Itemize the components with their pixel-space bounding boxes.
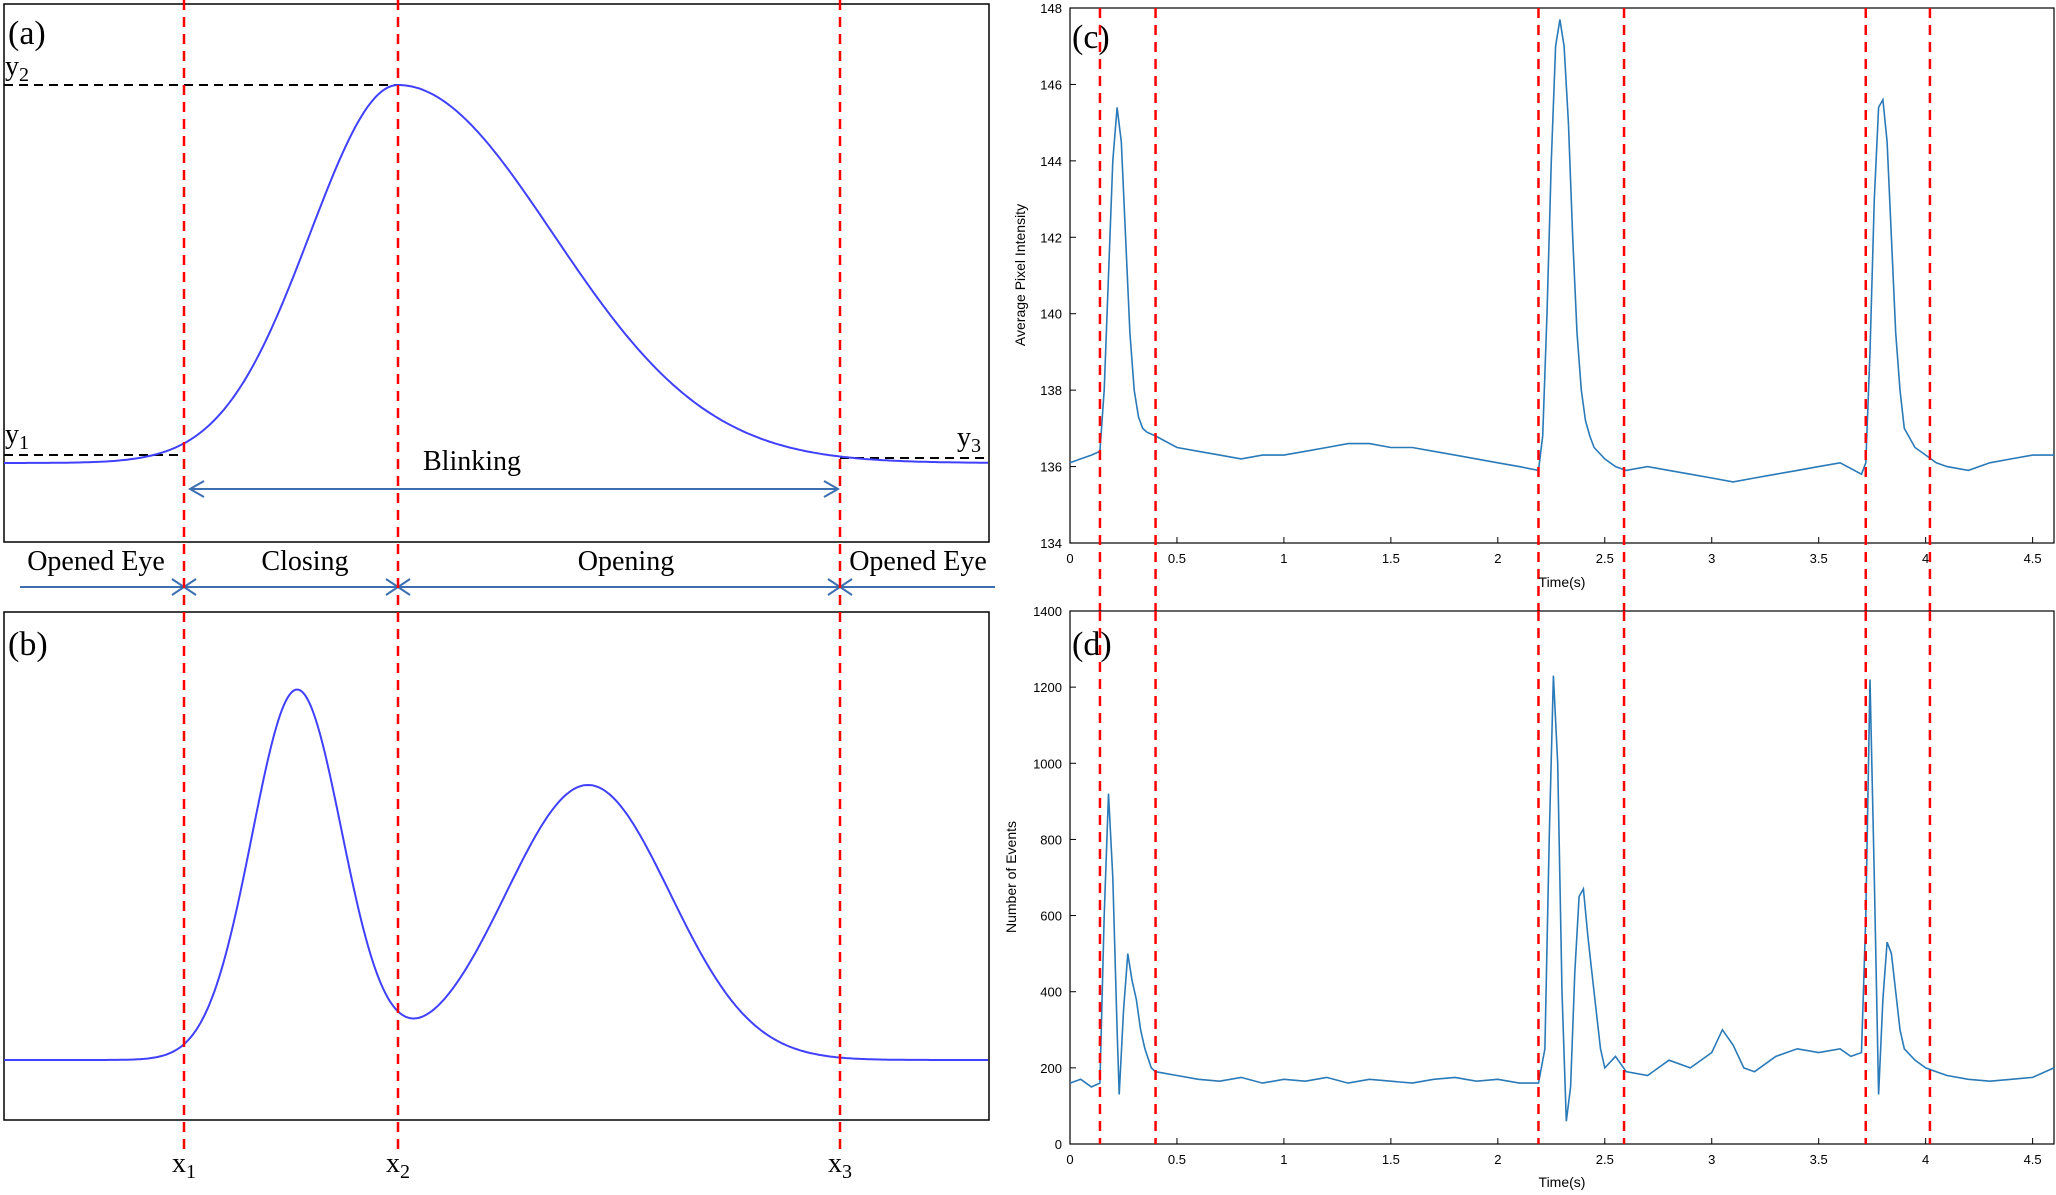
x-tick-label: 3.5 — [1810, 1152, 1828, 1167]
x-tick-label: 4 — [1922, 1152, 1929, 1167]
blinking-arrowhead-left — [187, 480, 205, 498]
panel-c-y-ticks: 134 136 138 140 142 144 146 148 — [1040, 1, 1076, 551]
y-tick-label: 1000 — [1033, 756, 1062, 771]
panel-c-series-line — [1069, 19, 2054, 483]
x-tick-label: 3.5 — [1810, 551, 1828, 566]
panel-c-marker-lines — [1098, 8, 1932, 611]
panel-c-tag: (c) — [1072, 19, 1110, 56]
x2-label: x2 — [386, 1148, 410, 1183]
y-tick-label: 138 — [1040, 383, 1062, 398]
x-tick-label: 0.5 — [1168, 1152, 1186, 1167]
panel-d-series-line — [1069, 675, 2055, 1122]
panel-c-x-ticks: 0 0.5 1 1.5 2 2.5 3 3.5 4 4.5 — [1066, 537, 2042, 566]
panel-d-y-ticks: 0 200 400 600 800 1000 1200 1400 — [1033, 604, 1076, 1152]
phase-label-opened-eye-start: Opened Eye — [27, 546, 165, 577]
y-tick-label: 146 — [1040, 77, 1062, 92]
x-tick-label: 1 — [1280, 551, 1287, 566]
panel-d-tag: (d) — [1072, 626, 1112, 663]
y-tick-label: 600 — [1040, 909, 1062, 924]
phase-label-opening: Opening — [578, 546, 674, 577]
panel-a-frame — [3, 3, 990, 543]
x-tick-label: 2.5 — [1596, 1152, 1614, 1167]
y-tick-label: 134 — [1040, 536, 1062, 551]
x-tick-label: 3 — [1708, 1152, 1715, 1167]
y-tick-label: 148 — [1040, 1, 1062, 16]
y-tick-label: 140 — [1040, 307, 1062, 322]
x-tick-label: 2.5 — [1596, 551, 1614, 566]
y-tick-label: 136 — [1040, 460, 1062, 475]
x-tick-label: 4.5 — [2024, 1152, 2042, 1167]
y-tick-label: 144 — [1040, 154, 1062, 169]
panel-b-frame — [3, 611, 990, 1121]
panel-a-tag: (a) — [8, 15, 46, 52]
y-tick-label: 400 — [1040, 985, 1062, 1000]
blinking-label: Blinking — [423, 446, 521, 477]
panel-d-x-axis-label: Time(s) — [1539, 1174, 1586, 1190]
y2-label: y2 — [5, 51, 29, 86]
y1-label: y1 — [5, 419, 29, 454]
schematic-markers — [182, 0, 842, 1150]
panel-b: (b) x1 x2 x3 — [3, 611, 990, 1183]
y-tick-label: 800 — [1040, 832, 1062, 847]
blink-derivative-curve — [4, 688, 988, 1061]
panel-d-marker-lines — [1098, 611, 1932, 1144]
blinking-arrowhead-right — [823, 480, 841, 498]
y3-label: y3 — [957, 422, 981, 457]
x-tick-label: 3 — [1708, 551, 1715, 566]
x-tick-label: 2 — [1494, 1152, 1501, 1167]
x-tick-label: 0 — [1066, 551, 1073, 566]
y-tick-label: 142 — [1040, 230, 1062, 245]
x-tick-label: 2 — [1494, 551, 1501, 566]
panel-c-x-axis-label: Time(s) — [1539, 574, 1586, 590]
panel-c: (c) 134 136 138 140 142 144 146 148 0 0.5 1 1.5 2 2.… — [1012, 1, 2055, 611]
y-tick-label: 0 — [1055, 1137, 1062, 1152]
panel-d-y-axis-label: Number of Events — [1003, 821, 1019, 933]
panel-d: (d) 0 200 400 600 800 1000 1200 1400 0 0.5 1 1.5 2 2… — [1003, 604, 2055, 1190]
x-tick-label: 1 — [1280, 1152, 1287, 1167]
x-tick-label: 1.5 — [1382, 1152, 1400, 1167]
panel-d-axes-frame — [1069, 610, 2055, 1145]
y-tick-label: 200 — [1040, 1061, 1062, 1076]
x-tick-label: 1.5 — [1382, 551, 1400, 566]
panel-c-y-axis-label: Average Pixel Intensity — [1012, 204, 1028, 346]
phase-row: Opened Eye Closing Opening Opened Eye — [20, 546, 995, 596]
panel-d-x-ticks: 0 0.5 1 1.5 2 2.5 3 3.5 4 4.5 — [1066, 1138, 2042, 1167]
x-tick-label: 4 — [1922, 551, 1929, 566]
x-tick-label: 0 — [1066, 1152, 1073, 1167]
x-tick-label: 4.5 — [2024, 551, 2042, 566]
y-tick-label: 1200 — [1033, 680, 1062, 695]
x-tick-label: 0.5 — [1168, 551, 1186, 566]
x3-label: x3 — [828, 1148, 852, 1183]
phase-label-closing: Closing — [261, 546, 348, 577]
panel-b-tag: (b) — [8, 626, 48, 663]
panel-c-axes-frame — [1069, 7, 2055, 544]
phase-label-opened-eye-end: Opened Eye — [849, 546, 987, 577]
y-tick-label: 1400 — [1033, 604, 1062, 619]
x1-label: x1 — [172, 1148, 196, 1183]
blink-intensity-curve — [4, 84, 988, 464]
panel-a: (a) y2 y1 y3 Blinking — [3, 3, 990, 543]
